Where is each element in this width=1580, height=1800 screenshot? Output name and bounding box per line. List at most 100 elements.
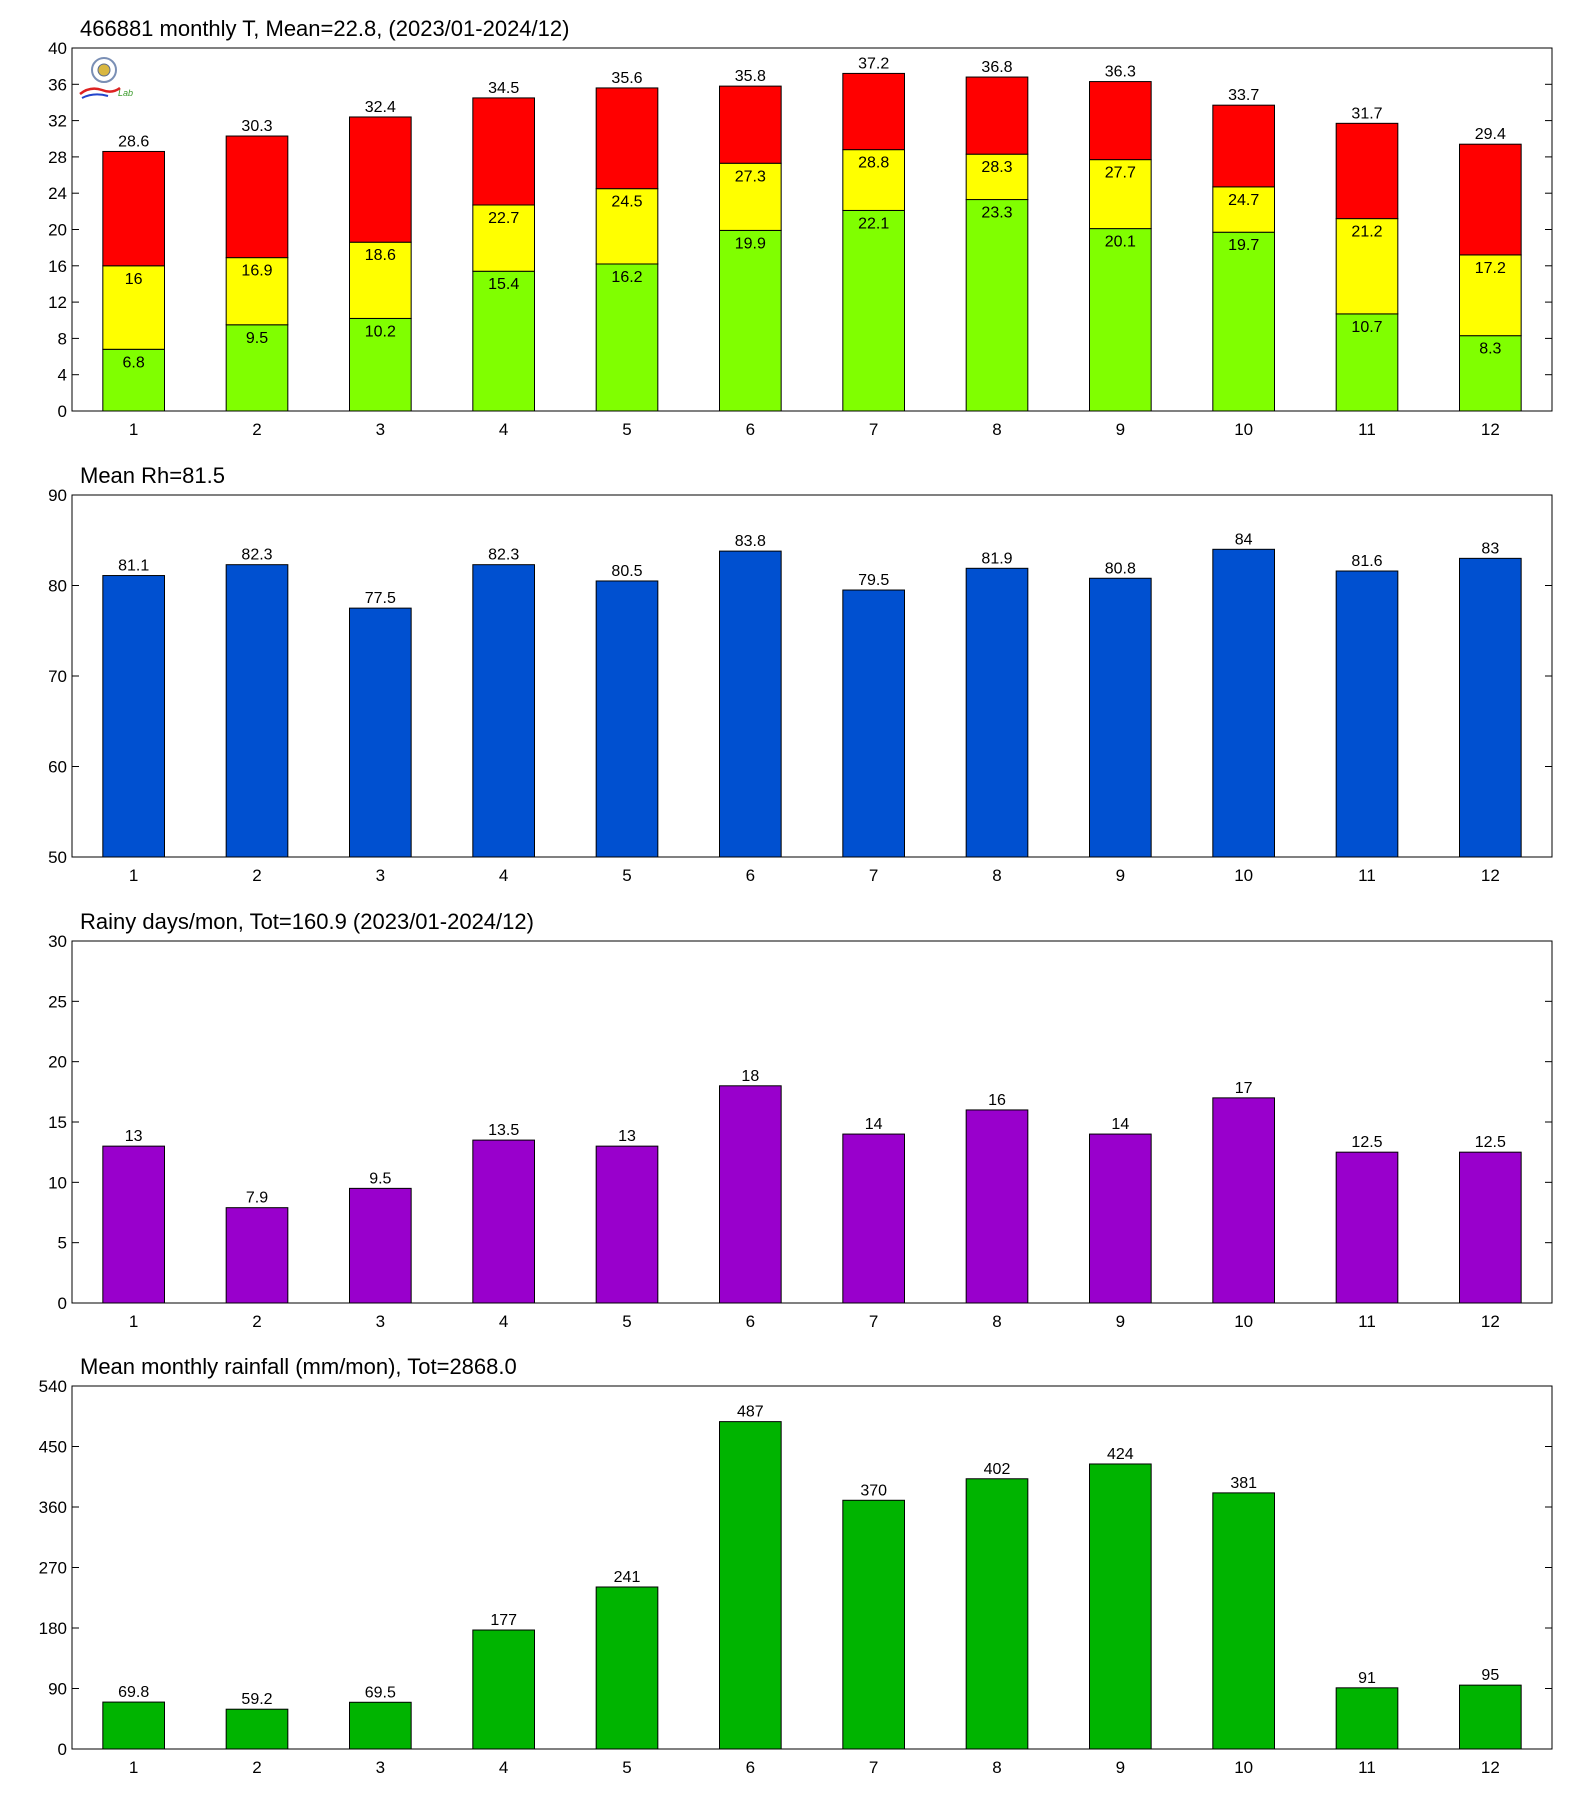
data-label: 81.6 [1351, 553, 1382, 570]
bar-segment-1 [349, 317, 412, 412]
data-label: 18.6 [365, 247, 396, 264]
logo-text: Lab [118, 88, 133, 98]
bar-segment-2 [1089, 159, 1152, 230]
x-tick-label: 5 [622, 1758, 631, 1777]
data-label: 10.7 [1351, 319, 1382, 336]
bar-segment-3 [102, 150, 166, 267]
y-tick-label: 0 [58, 1294, 67, 1313]
bar [349, 1187, 412, 1304]
bar [965, 1109, 1029, 1304]
bar-segment-2 [965, 153, 1029, 201]
data-label: 95 [1481, 1667, 1499, 1684]
x-tick-label: 10 [1234, 866, 1253, 885]
x-tick-label: 7 [869, 866, 878, 885]
y-tick-label: 10 [48, 1173, 67, 1192]
bar [965, 1478, 1029, 1750]
y-tick-label: 80 [48, 577, 67, 596]
data-label: 23.3 [981, 205, 1012, 222]
bar-segment-1 [225, 324, 289, 412]
x-tick-label: 7 [869, 420, 878, 439]
y-tick-label: 20 [48, 1053, 67, 1072]
x-tick-label: 12 [1481, 866, 1500, 885]
bar [1335, 1687, 1399, 1750]
data-label: 35.8 [735, 68, 766, 85]
y-tick-label: 20 [48, 221, 67, 240]
data-label: 402 [984, 1461, 1011, 1478]
data-label: 28.8 [858, 155, 889, 172]
bar-segment-1 [965, 199, 1029, 412]
data-label: 82.3 [488, 547, 519, 564]
data-label: 30.3 [241, 118, 272, 135]
chart-title: Mean Rh=81.5 [80, 463, 225, 488]
bar-segment-2 [1459, 254, 1522, 337]
bar-segment-2 [349, 241, 412, 319]
y-tick-label: 36 [48, 75, 67, 94]
x-tick-label: 9 [1116, 1758, 1125, 1777]
x-tick-label: 4 [499, 420, 508, 439]
x-tick-label: 9 [1116, 1312, 1125, 1331]
data-label: 91 [1358, 1670, 1376, 1687]
x-tick-label: 10 [1234, 420, 1253, 439]
bar-segment-2 [842, 149, 905, 211]
data-label: 9.5 [246, 330, 268, 347]
data-label: 22.1 [858, 215, 889, 232]
x-tick-label: 8 [992, 420, 1001, 439]
bar [595, 1145, 659, 1304]
data-label: 33.7 [1228, 87, 1259, 104]
bar [472, 1139, 536, 1304]
bar [225, 1207, 289, 1304]
data-label: 36.3 [1105, 64, 1136, 81]
bar [1212, 1492, 1276, 1750]
bar [1459, 1151, 1522, 1304]
data-label: 36.8 [981, 59, 1012, 76]
x-tick-label: 4 [499, 866, 508, 885]
data-label: 370 [860, 1482, 887, 1499]
x-tick-label: 9 [1116, 420, 1125, 439]
x-tick-label: 6 [746, 420, 755, 439]
data-label: 12.5 [1351, 1134, 1382, 1151]
bar [842, 589, 905, 858]
y-tick-label: 28 [48, 148, 67, 167]
data-label: 177 [490, 1612, 517, 1629]
data-label: 7.9 [246, 1190, 268, 1207]
data-label: 14 [865, 1116, 883, 1133]
bar [102, 1701, 166, 1750]
data-label: 14 [1111, 1116, 1129, 1133]
data-label: 69.5 [365, 1684, 396, 1701]
x-tick-label: 2 [252, 1758, 261, 1777]
data-label: 83.8 [735, 533, 766, 550]
data-label: 17.2 [1475, 260, 1506, 277]
data-label: 31.7 [1351, 105, 1382, 122]
data-label: 13.5 [488, 1122, 519, 1139]
bar-segment-2 [1335, 218, 1399, 315]
bar-segment-1 [1335, 313, 1399, 412]
y-tick-label: 90 [48, 486, 67, 505]
data-label: 19.9 [735, 235, 766, 252]
x-tick-label: 3 [376, 1758, 385, 1777]
bar-segment-3 [965, 76, 1029, 155]
y-tick-label: 90 [48, 1680, 67, 1699]
y-tick-label: 0 [58, 402, 67, 421]
bar [1212, 1097, 1276, 1304]
data-label: 34.5 [488, 80, 519, 97]
data-label: 27.3 [735, 168, 766, 185]
data-label: 16.2 [611, 269, 642, 286]
lab-logo: Lab [79, 57, 133, 99]
y-tick-label: 40 [48, 39, 67, 58]
x-tick-label: 2 [252, 866, 261, 885]
data-label: 17 [1235, 1080, 1253, 1097]
x-tick-label: 4 [499, 1758, 508, 1777]
chart-title: Mean monthly rainfall (mm/mon), Tot=2868… [80, 1354, 517, 1379]
bar-segment-3 [595, 87, 659, 190]
x-tick-label: 1 [129, 420, 138, 439]
data-label: 24.7 [1228, 192, 1259, 209]
y-tick-label: 8 [58, 329, 67, 348]
data-label: 80.8 [1105, 560, 1136, 577]
bar [349, 607, 412, 858]
data-label: 424 [1107, 1446, 1134, 1463]
y-tick-label: 270 [39, 1559, 67, 1578]
